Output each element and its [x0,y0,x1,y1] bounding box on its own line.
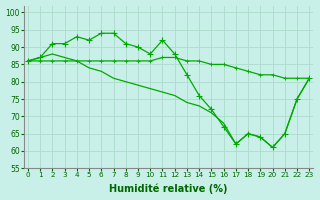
X-axis label: Humidité relative (%): Humidité relative (%) [109,184,228,194]
